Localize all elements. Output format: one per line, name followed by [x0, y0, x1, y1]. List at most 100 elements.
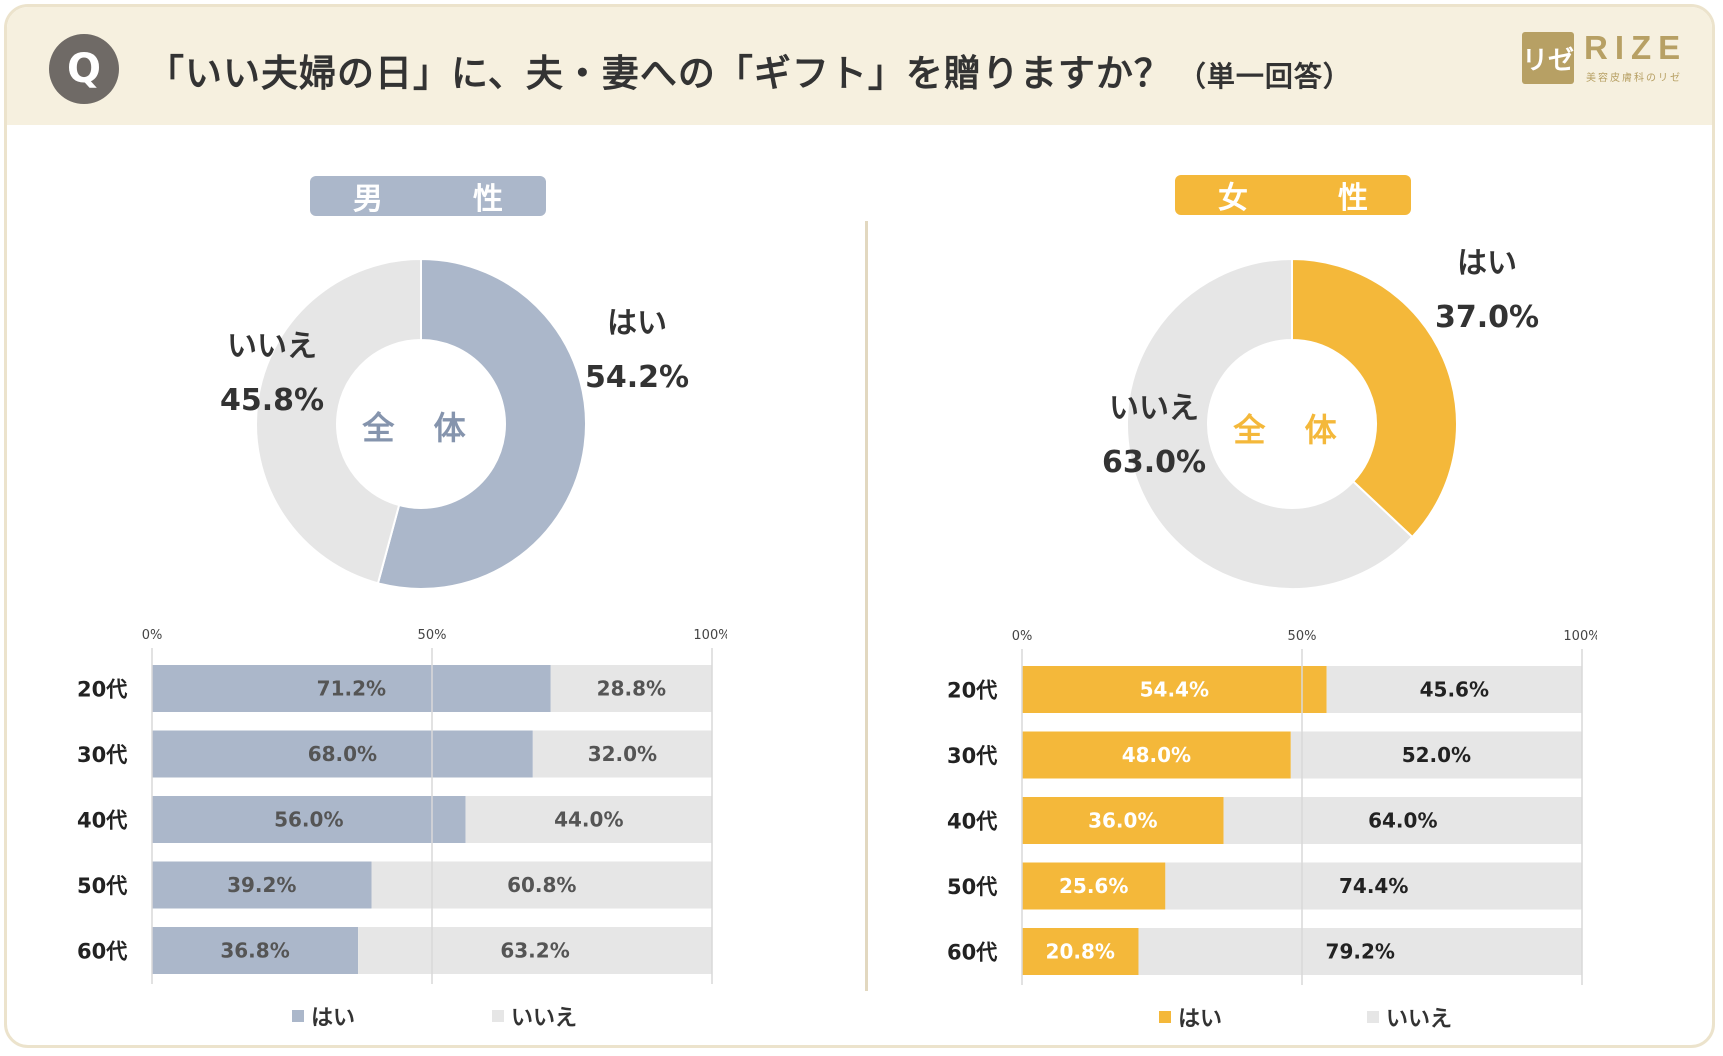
- bar-segment-yes: [152, 927, 359, 974]
- donut-slice-yes: [1291, 257, 1458, 539]
- legend-label-no: いいえ: [1386, 1007, 1453, 1032]
- bar-label-yes: 71.2%: [317, 677, 386, 701]
- bar-label-no: 32.0%: [588, 742, 657, 766]
- bar-segment-yes: [152, 665, 551, 712]
- female-no-name: いいえ: [1109, 391, 1199, 426]
- bar-label-no: 44.0%: [554, 808, 623, 832]
- tick-label: 0%: [142, 628, 163, 643]
- header-bar: Q 「いい夫婦の日」に、夫・妻への「ギフト」を贈りますか？ （単一回答） リゼ R…: [7, 7, 1712, 125]
- bar-segment-no: [550, 665, 712, 712]
- male-legend-no: いいえ: [492, 1000, 577, 1032]
- donut-slice-yes: [376, 257, 587, 590]
- bar-label-yes: 56.0%: [274, 808, 343, 832]
- category-label: 30代: [77, 743, 127, 767]
- bar-label-yes: 20.8%: [1046, 940, 1115, 964]
- bar-segment-no: [371, 861, 712, 909]
- donut-slice-no: [1126, 257, 1414, 590]
- bar-label-yes: 36.8%: [220, 939, 289, 963]
- category-label: 20代: [77, 678, 127, 702]
- bar-label-no: 60.8%: [507, 873, 576, 897]
- bar-segment-yes: [1022, 797, 1224, 844]
- female-donut-chart: [1126, 257, 1458, 590]
- male-yes-name: はい: [607, 306, 667, 341]
- question-text: 「いい夫婦の日」に、夫・妻への「ギフト」を贈りますか？: [147, 52, 1172, 95]
- legend-label-no: いいえ: [511, 1006, 578, 1031]
- male-panel: 男 性 全 体 はい 54.2% いいえ 45.8% 0% 50% 100% 20代 7…: [7, 7, 867, 1045]
- female-donut-center-label: 全 体: [1233, 411, 1351, 449]
- bar-segment-no: [532, 730, 712, 778]
- male-title-pill: 男 性: [310, 176, 546, 217]
- female-yes-label: はい 37.0%: [1422, 237, 1552, 345]
- bar-segment-no: [1165, 862, 1582, 910]
- male-age-bar-chart: 0% 50% 100% 20代 71.2% 28.8% 30代 68.0% 32.0% 40代 56…: [77, 628, 727, 984]
- category-label: 40代: [77, 809, 127, 833]
- legend-label-yes: はい: [311, 1006, 356, 1031]
- tick-label: 0%: [1012, 629, 1033, 644]
- female-yes-name: はい: [1457, 246, 1517, 281]
- category-label: 30代: [947, 744, 997, 768]
- legend-swatch-yes: [292, 1010, 304, 1022]
- logo-mark: リゼ: [1522, 32, 1574, 84]
- bar-label-no: 28.8%: [597, 677, 666, 701]
- female-legend-yes: はい: [1159, 1001, 1222, 1033]
- category-label: 50代: [947, 875, 997, 899]
- tick-label: 100%: [693, 628, 727, 643]
- bar-label-yes: 39.2%: [227, 873, 296, 897]
- question-title: 「いい夫婦の日」に、夫・妻への「ギフト」を贈りますか？ （単一回答）: [147, 43, 1352, 97]
- tick-label: 50%: [1288, 629, 1317, 644]
- male-donut-center-label: 全 体: [362, 409, 480, 447]
- logo-name: RIZE: [1584, 29, 1688, 66]
- bar-label-yes: 25.6%: [1059, 874, 1128, 898]
- tick-label: 100%: [1563, 629, 1597, 644]
- category-label: 20代: [947, 679, 997, 703]
- bar-label-no: 64.0%: [1368, 809, 1437, 833]
- bar-label-no: 52.0%: [1402, 743, 1471, 767]
- bar-label-no: 45.6%: [1420, 678, 1489, 702]
- bar-segment-yes: [152, 796, 466, 843]
- bar-segment-no: [358, 927, 712, 974]
- bar-segment-no: [1223, 797, 1582, 844]
- bar-label-yes: 54.4%: [1140, 678, 1209, 702]
- male-donut-chart: [255, 257, 587, 590]
- female-yes-value: 37.0%: [1434, 300, 1540, 335]
- male-yes-label: はい 54.2%: [572, 297, 702, 405]
- panel-divider: [865, 221, 868, 991]
- female-no-label: いいえ 63.0%: [1089, 382, 1219, 490]
- female-legend-no: いいえ: [1367, 1001, 1452, 1033]
- bar-label-no: 79.2%: [1326, 940, 1395, 964]
- category-label: 50代: [77, 874, 127, 898]
- legend-swatch-no: [1367, 1011, 1379, 1023]
- bar-label-no: 74.4%: [1339, 874, 1408, 898]
- legend-swatch-yes: [1159, 1011, 1171, 1023]
- bar-segment-no: [1290, 731, 1582, 779]
- bar-segment-no: [1326, 666, 1582, 713]
- legend-swatch-no: [492, 1010, 504, 1022]
- category-label: 60代: [77, 940, 127, 964]
- male-yes-value: 54.2%: [584, 360, 690, 395]
- bar-label-yes: 68.0%: [308, 742, 377, 766]
- male-legend-yes: はい: [292, 1000, 355, 1032]
- bar-segment-no: [465, 796, 712, 843]
- bar-segment-yes: [1022, 731, 1291, 779]
- bar-label-no: 63.2%: [500, 939, 569, 963]
- male-no-label: いいえ 45.8%: [207, 320, 337, 428]
- male-no-value: 45.8%: [219, 383, 325, 418]
- bar-segment-yes: [152, 861, 372, 909]
- tick-label: 50%: [418, 628, 447, 643]
- category-label: 60代: [947, 941, 997, 965]
- bar-label-yes: 36.0%: [1088, 809, 1157, 833]
- bar-segment-yes: [1022, 862, 1166, 910]
- infographic-frame: Q 「いい夫婦の日」に、夫・妻への「ギフト」を贈りますか？ （単一回答） リゼ R…: [4, 4, 1715, 1048]
- question-badge: Q: [49, 34, 119, 104]
- male-no-name: いいえ: [227, 329, 317, 364]
- female-title-pill: 女 性: [1175, 175, 1411, 216]
- donut-slice-no: [255, 257, 422, 585]
- bar-segment-yes: [1022, 666, 1327, 713]
- bar-segment-yes: [1022, 928, 1139, 975]
- logo-tagline: 美容皮膚科のリゼ: [1586, 73, 1682, 84]
- bar-segment-no: [1138, 928, 1582, 975]
- female-no-value: 63.0%: [1101, 445, 1207, 480]
- bar-label-yes: 48.0%: [1122, 743, 1191, 767]
- female-age-bar-chart: 0% 50% 100% 20代 54.4% 45.6% 30代 48.0% 52.0% 40代 36…: [947, 629, 1597, 985]
- category-label: 40代: [947, 810, 997, 834]
